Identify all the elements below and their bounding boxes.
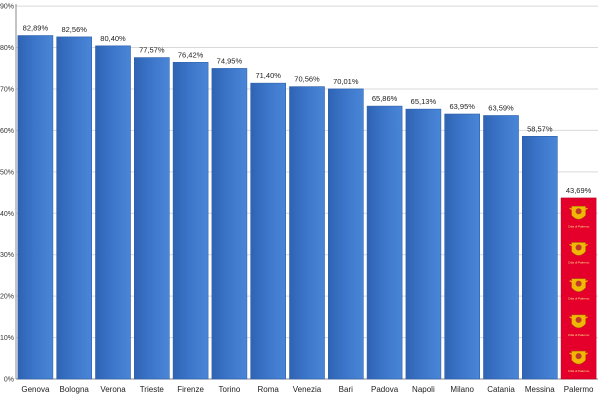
x-tick-label: Catania (487, 385, 515, 394)
x-tick-label: Napoli (412, 385, 435, 394)
bar-verona (95, 45, 131, 380)
x-tick-label: Padova (371, 385, 399, 394)
x-tick-label: Venezia (293, 385, 322, 394)
bar-bari (327, 88, 364, 380)
x-tick-label: Palermo (564, 385, 594, 394)
x-tick-label: Genova (21, 385, 50, 394)
value-label: 70,01% (333, 77, 359, 86)
value-label: 58,57% (527, 124, 553, 133)
y-tick-label: 20% (0, 294, 14, 301)
crest-caption: Città di Palermo (568, 224, 590, 228)
coat-of-arms-icon: Città di Palermo (568, 242, 590, 264)
y-tick-label: 60% (0, 128, 14, 135)
bar-padova (366, 105, 403, 380)
value-label: 65,13% (411, 97, 437, 106)
x-axis: Genova Bologna Verona Trieste Firenze Torino R… (21, 385, 594, 394)
crest-caption: Città di Palermo (568, 369, 590, 373)
value-label: 63,59% (488, 104, 514, 113)
x-tick-label: Roma (258, 385, 280, 394)
y-tick-label: 70% (0, 86, 14, 93)
value-label: 74,95% (217, 56, 243, 65)
x-tick-label: Trieste (140, 385, 165, 394)
crest-caption: Città di Palermo (568, 297, 590, 301)
value-label: 63,95% (449, 102, 475, 111)
value-labels: 82,89% 82,56% 80,40% 77,57% 76,42% 74,95% 71,4… (23, 24, 592, 195)
y-tick-label: 80% (0, 45, 14, 52)
coat-of-arms-icon: Città di Palermo (568, 350, 590, 373)
bar-roma (250, 82, 286, 380)
value-label: 82,56% (61, 25, 87, 34)
bar-milano (444, 113, 481, 380)
value-label: 65,86% (372, 94, 398, 103)
bar-genova (17, 35, 54, 380)
y-tick-label: 50% (0, 169, 14, 176)
bar-napoli (405, 108, 442, 380)
crest-caption: Città di Palermo (568, 260, 590, 264)
y-tick-label: 40% (0, 211, 14, 218)
x-tick-label: Torino (219, 385, 241, 394)
x-tick-label: Milano (450, 385, 474, 394)
bar-messina (521, 136, 558, 380)
value-label: 77,57% (139, 46, 165, 55)
x-tick-label: Bologna (60, 385, 90, 394)
value-label: 71,40% (255, 71, 281, 80)
crest-caption: Città di Palermo (568, 333, 590, 337)
coat-of-arms-icon: Città di Palermo (568, 314, 590, 337)
bar-trieste (134, 57, 170, 380)
y-tick-label: 10% (0, 335, 14, 342)
coat-of-arms-icon: Città di Palermo (568, 278, 590, 301)
y-tick-label: 30% (0, 252, 14, 259)
value-label: 82,89% (23, 24, 49, 33)
bar-bologna (56, 36, 93, 380)
x-tick-label: Verona (100, 385, 126, 394)
value-label: 70,56% (294, 75, 320, 84)
y-tick-label: 0% (4, 377, 14, 384)
y-tick-label: 90% (0, 4, 14, 11)
bar-venezia (289, 86, 325, 380)
value-label: 43,69% (566, 186, 592, 195)
x-tick-label: Messina (525, 385, 555, 394)
value-label: 76,42% (178, 50, 204, 59)
x-tick-label: Firenze (177, 385, 204, 394)
bar-torino (211, 68, 248, 380)
x-tick-label: Bari (339, 385, 353, 394)
value-label: 80,40% (100, 34, 126, 43)
bar-catania (483, 115, 519, 380)
bars: Città di Palermo Città di Palermo Città di… (17, 35, 597, 380)
bar-firenze (172, 62, 209, 380)
coat-of-arms-icon: Città di Palermo (568, 206, 590, 228)
